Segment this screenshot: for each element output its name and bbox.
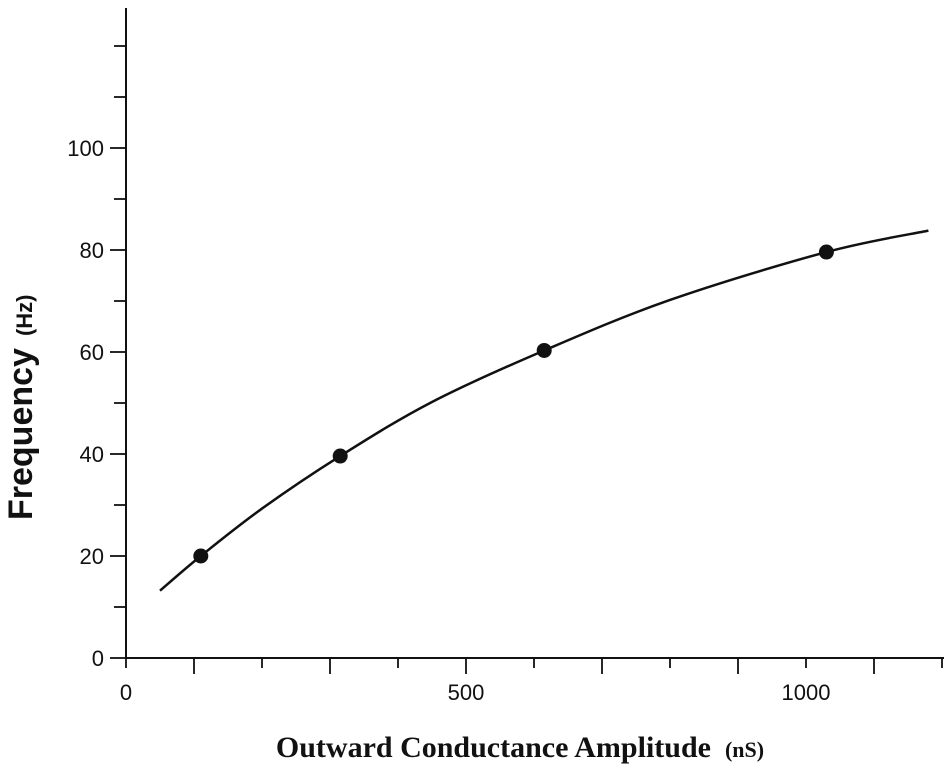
y-tick-label: 100 xyxy=(67,136,104,161)
y-tick-label: 40 xyxy=(80,442,104,467)
y-axis-label-main: Frequency xyxy=(2,348,40,520)
data-point xyxy=(332,448,348,464)
data-point xyxy=(818,244,834,260)
x-axis-label-main: Outward Conductance Amplitude xyxy=(276,731,711,764)
data-point xyxy=(193,548,209,564)
y-tick-label: 60 xyxy=(80,340,104,365)
fit-curve xyxy=(159,229,929,592)
data-point xyxy=(536,342,552,358)
x-axis-label: Outward Conductance Amplitude (nS) xyxy=(276,731,764,764)
data-points xyxy=(193,244,834,564)
y-axis-label-unit: (Hz) xyxy=(12,295,37,337)
y-axis-label: Frequency (Hz) xyxy=(2,295,40,521)
x-tick-label: 1000 xyxy=(782,680,831,705)
axes xyxy=(125,8,944,659)
y-tick-label: 20 xyxy=(80,544,104,569)
x-tick-label: 0 xyxy=(120,680,132,705)
ticks xyxy=(110,45,943,674)
x-tick-label: 500 xyxy=(448,680,485,705)
x-axis-label-unit: (nS) xyxy=(725,737,764,762)
y-tick-label: 0 xyxy=(92,646,104,671)
y-tick-label: 80 xyxy=(80,238,104,263)
